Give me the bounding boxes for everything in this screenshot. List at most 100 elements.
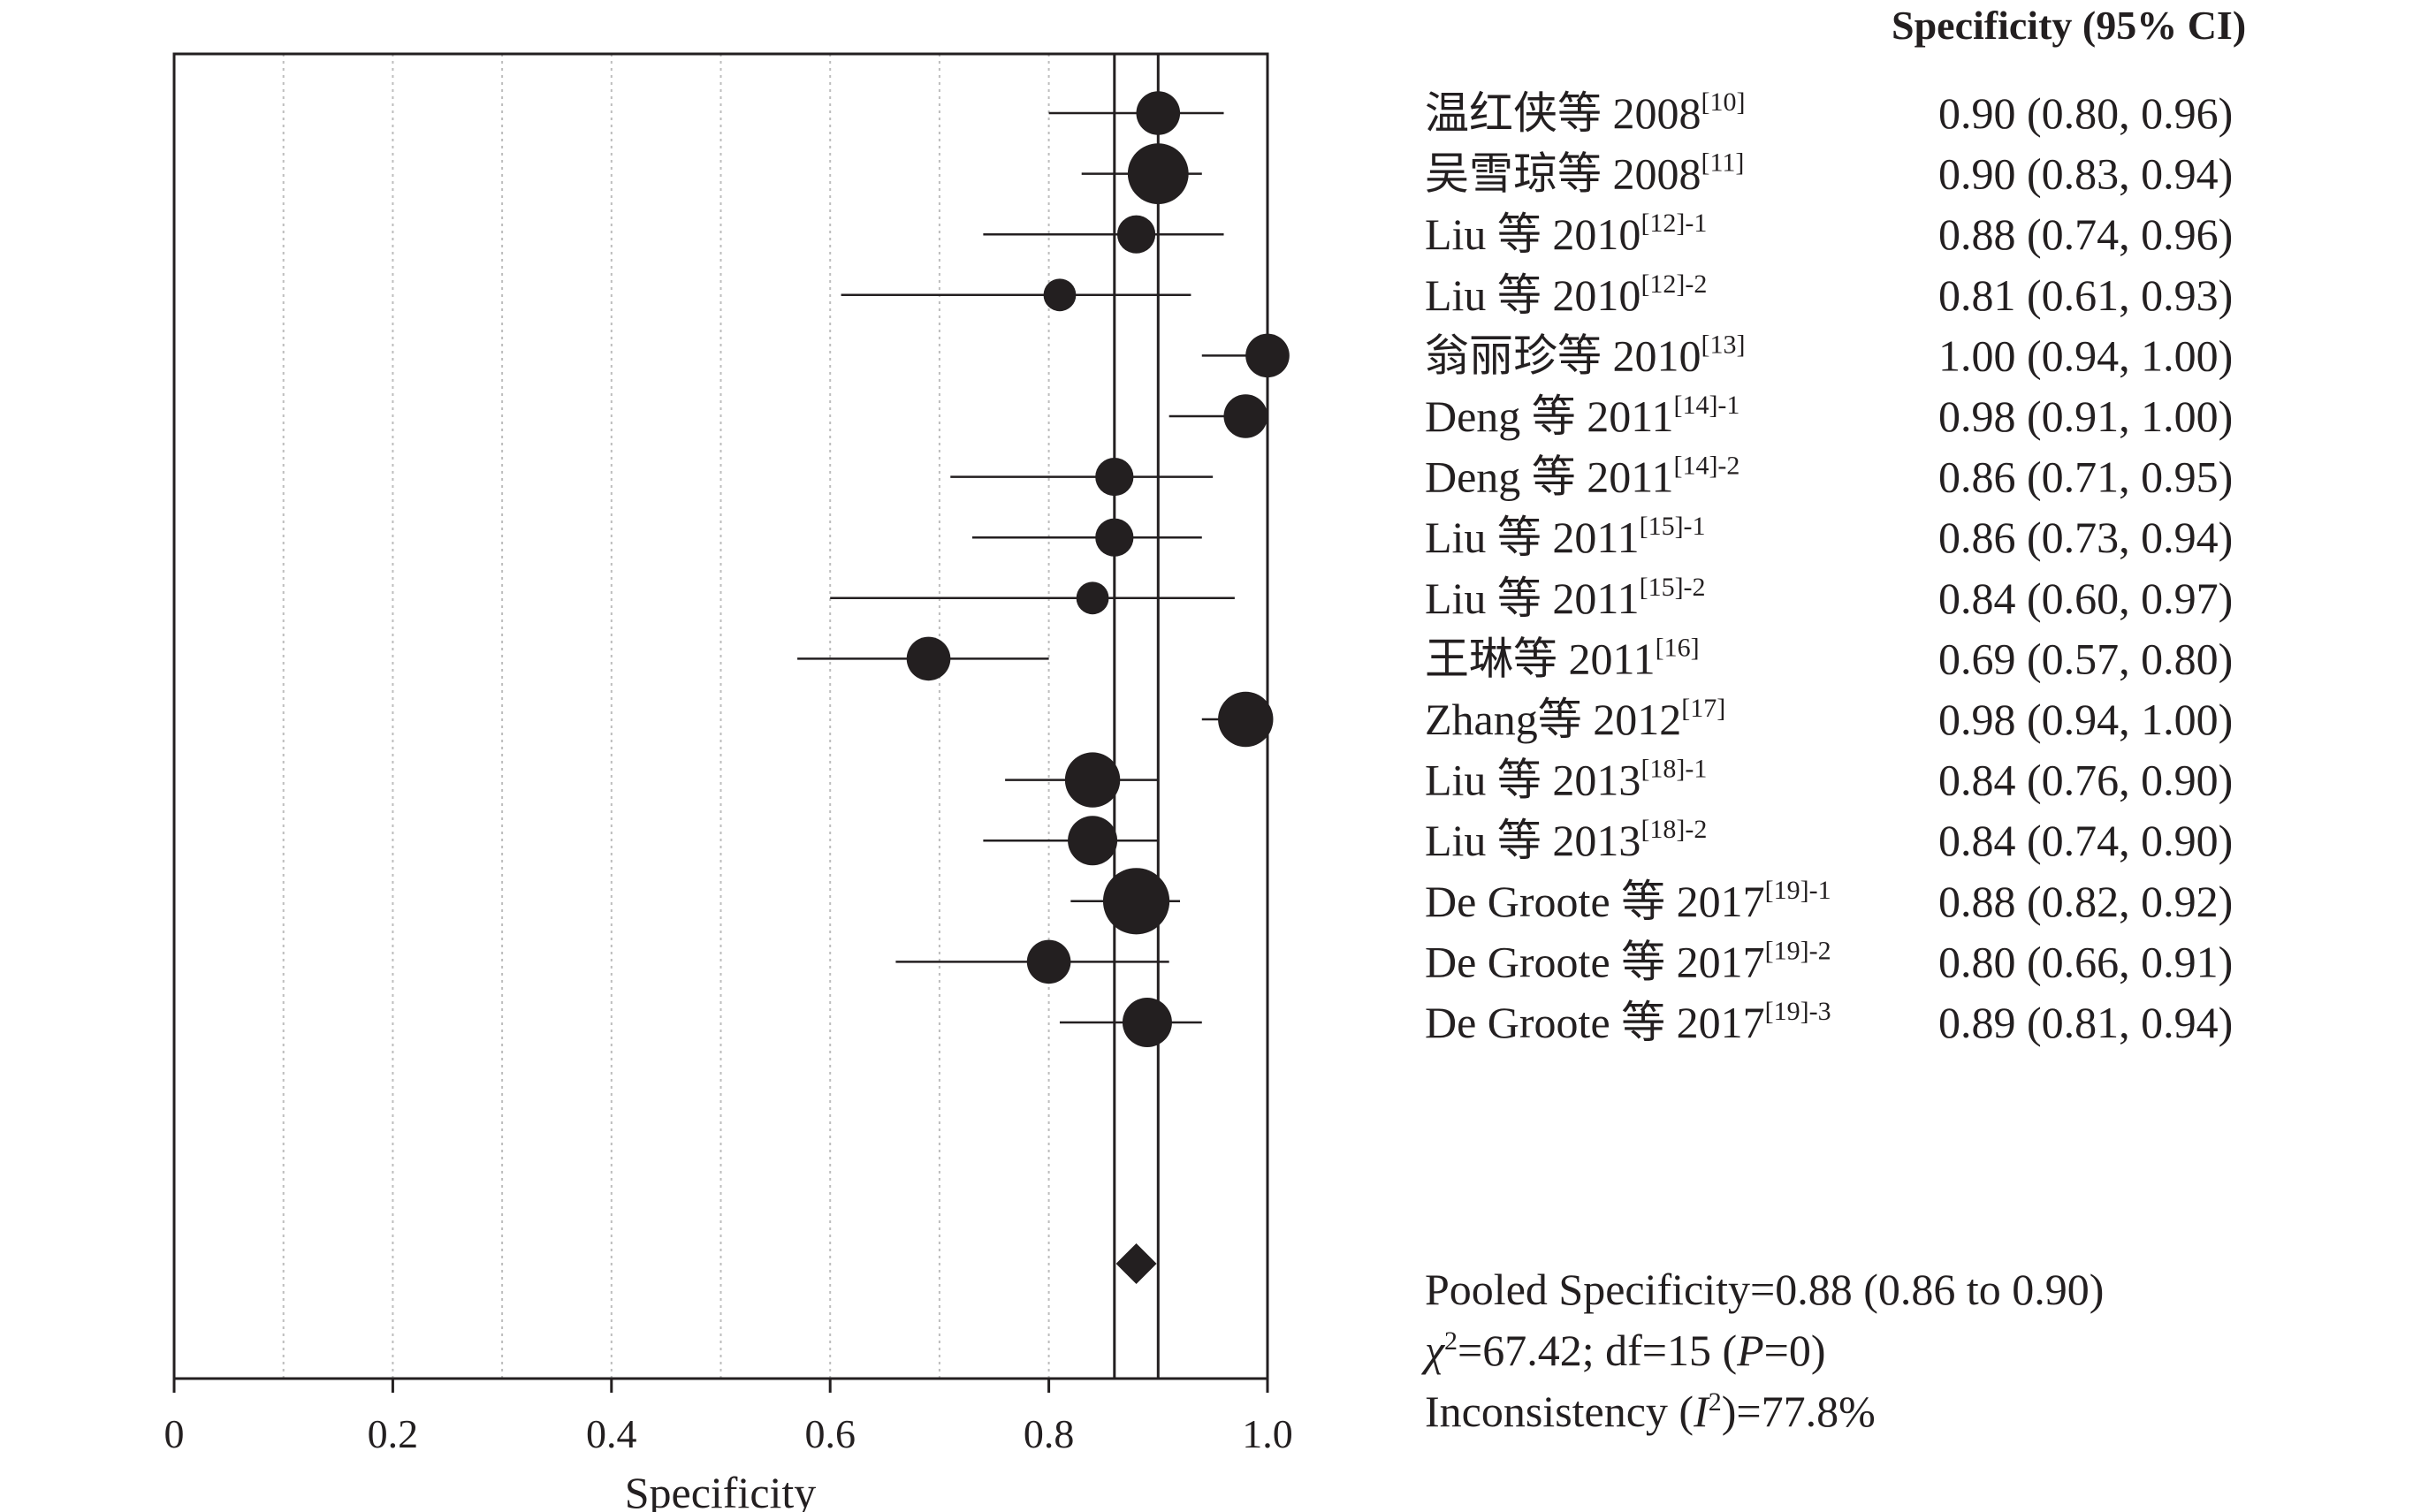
study-label: Deng 等 2011[14]-1 bbox=[1425, 391, 1739, 441]
ci-value: 0.69 (0.57, 0.80) bbox=[1938, 634, 2233, 683]
study-name: Liu 等 2013 bbox=[1425, 756, 1640, 805]
study-reference: [19]-1 bbox=[1765, 876, 1831, 905]
ci-value: 0.88 (0.82, 0.92) bbox=[1938, 877, 2233, 926]
point-estimate bbox=[1116, 215, 1156, 254]
point-estimate bbox=[1068, 816, 1118, 866]
column-header: Specificity (95% CI) bbox=[1892, 3, 2246, 48]
study-name: De Groote 等 2017 bbox=[1425, 937, 1765, 986]
study-name: 翁丽珍等 2010 bbox=[1425, 331, 1701, 380]
ci-value: 0.84 (0.60, 0.97) bbox=[1938, 574, 2233, 623]
study-label: Liu 等 2013[18]-1 bbox=[1425, 755, 1707, 805]
study-reference: [12]-1 bbox=[1640, 209, 1707, 238]
point-estimate bbox=[1218, 691, 1274, 748]
x-tick-label: 0.8 bbox=[1024, 1411, 1075, 1456]
study-reference: [14]-1 bbox=[1673, 391, 1739, 420]
study-label: Zhang等 2012[17] bbox=[1425, 694, 1725, 744]
study-name: 吴雪琼等 2008 bbox=[1425, 149, 1701, 199]
study-name: 温红侠等 2008 bbox=[1425, 88, 1701, 138]
study-labels: 温红侠等 2008[10] 0.90 (0.80, 0.96)吴雪琼等 2008[… bbox=[1425, 87, 2233, 1047]
study-label: 翁丽珍等 2010[13] bbox=[1425, 330, 1745, 380]
study-label: Liu 等 2011[15]-1 bbox=[1425, 512, 1706, 562]
study-name: Deng 等 2011 bbox=[1425, 452, 1673, 502]
study-reference: [15]-2 bbox=[1640, 573, 1706, 602]
ci-value: 0.86 (0.71, 0.95) bbox=[1938, 452, 2233, 502]
ci-value: 0.89 (0.81, 0.94) bbox=[1938, 998, 2233, 1047]
study-reference: [19]-2 bbox=[1765, 936, 1831, 965]
study-label: 王琳等 2011[16] bbox=[1425, 633, 1700, 683]
study-reference: [10] bbox=[1701, 87, 1746, 117]
study-label: 温红侠等 2008[10] bbox=[1425, 87, 1745, 138]
chi-symbol: χ bbox=[1421, 1326, 1446, 1375]
ci-value: 0.90 (0.80, 0.96) bbox=[1938, 88, 2233, 138]
point-estimate bbox=[1122, 998, 1172, 1047]
study-label: De Groote 等 2017[19]-3 bbox=[1425, 997, 1831, 1047]
ci-value: 0.86 (0.73, 0.94) bbox=[1938, 513, 2233, 562]
ci-value: 1.00 (0.94, 1.00) bbox=[1938, 331, 2233, 380]
point-estimate bbox=[1026, 939, 1071, 984]
study-name: Liu 等 2013 bbox=[1425, 816, 1640, 865]
x-tick-label: 0.2 bbox=[368, 1411, 419, 1456]
study-reference: [11] bbox=[1701, 148, 1745, 178]
study-name: De Groote 等 2017 bbox=[1425, 877, 1765, 926]
ci-value: 0.84 (0.74, 0.90) bbox=[1938, 816, 2233, 865]
ci-value: 0.88 (0.74, 0.96) bbox=[1938, 209, 2233, 259]
study-label: Liu 等 2011[15]-2 bbox=[1425, 573, 1706, 623]
ci-value: 0.90 (0.83, 0.94) bbox=[1938, 149, 2233, 199]
ci-value: 0.81 (0.61, 0.93) bbox=[1938, 270, 2233, 320]
study-label: Liu 等 2013[18]-2 bbox=[1425, 815, 1707, 865]
study-reference: [17] bbox=[1681, 694, 1725, 723]
grid-lines bbox=[282, 54, 1160, 1379]
summary-stats: Pooled Specificity=0.88 (0.86 to 0.90) χ… bbox=[1421, 1265, 2104, 1436]
x-tick-label: 0.4 bbox=[586, 1411, 637, 1456]
inconsistency-line: Inconsistency (I2)=77.8% bbox=[1425, 1387, 1876, 1436]
study-name: Zhang等 2012 bbox=[1425, 695, 1681, 744]
point-estimate bbox=[906, 636, 951, 681]
chi-square-line: χ2=67.42; df=15 (P=0) bbox=[1421, 1326, 1826, 1375]
point-estimate bbox=[1095, 518, 1134, 557]
ci-value: 0.98 (0.91, 1.00) bbox=[1938, 391, 2233, 441]
study-name: 王琳等 2011 bbox=[1425, 634, 1656, 683]
point-estimate bbox=[1136, 91, 1181, 135]
point-estimate bbox=[1064, 752, 1121, 808]
ci-value: 0.98 (0.94, 1.00) bbox=[1938, 695, 2233, 744]
study-reference: [18]-1 bbox=[1640, 755, 1707, 784]
incons-i: I bbox=[1693, 1387, 1710, 1436]
point-estimate bbox=[1127, 143, 1189, 205]
study-label: Deng 等 2011[14]-2 bbox=[1425, 452, 1739, 502]
study-name: Liu 等 2011 bbox=[1425, 513, 1640, 562]
study-reference: [13] bbox=[1701, 330, 1746, 359]
study-label: De Groote 等 2017[19]-1 bbox=[1425, 876, 1831, 926]
point-estimate bbox=[1102, 868, 1170, 935]
study-label: Liu 等 2010[12]-1 bbox=[1425, 209, 1707, 259]
study-reference: [14]-2 bbox=[1673, 452, 1739, 481]
study-reference: [19]-3 bbox=[1765, 997, 1831, 1026]
study-reference: [15]-1 bbox=[1640, 512, 1706, 541]
point-estimate bbox=[1245, 333, 1290, 378]
study-name: Liu 等 2010 bbox=[1425, 209, 1640, 259]
chi-p: P bbox=[1736, 1326, 1764, 1375]
study-reference: [18]-2 bbox=[1640, 815, 1707, 844]
x-axis-title: Specificity bbox=[625, 1468, 817, 1512]
study-reference: [12]-2 bbox=[1640, 270, 1707, 299]
incons-end: )=77.8% bbox=[1722, 1387, 1876, 1436]
study-label: Liu 等 2010[12]-2 bbox=[1425, 270, 1707, 320]
study-label: De Groote 等 2017[19]-2 bbox=[1425, 936, 1831, 986]
incons-sup: 2 bbox=[1709, 1387, 1722, 1417]
pooled-ci-band bbox=[1113, 54, 1160, 1379]
confidence-intervals bbox=[797, 91, 1290, 1284]
x-axis: 0 0.2 0.4 0.6 0.8 1.0 bbox=[164, 1379, 1293, 1456]
point-estimate bbox=[1223, 394, 1268, 438]
point-estimate bbox=[1076, 581, 1109, 615]
x-tick-label: 0 bbox=[164, 1411, 185, 1456]
chi-sup: 2 bbox=[1444, 1326, 1458, 1356]
chi-end: =0) bbox=[1764, 1326, 1826, 1375]
incons-pre: Inconsistency ( bbox=[1425, 1387, 1694, 1436]
x-tick-label: 0.6 bbox=[804, 1411, 856, 1456]
x-tick-label: 1.0 bbox=[1242, 1411, 1293, 1456]
study-reference: [16] bbox=[1656, 633, 1700, 662]
point-estimate bbox=[1043, 278, 1077, 312]
ci-value: 0.84 (0.76, 0.90) bbox=[1938, 756, 2233, 805]
study-label: 吴雪琼等 2008[11] bbox=[1425, 148, 1744, 199]
study-name: Deng 等 2011 bbox=[1425, 391, 1673, 441]
